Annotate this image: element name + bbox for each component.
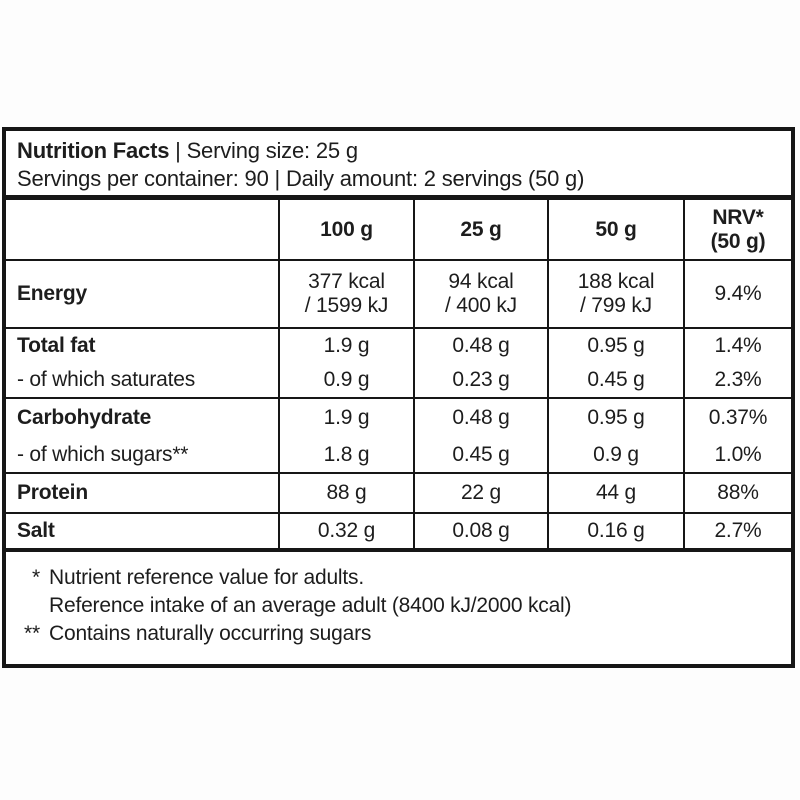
value-nrv: 1.0% bbox=[683, 437, 791, 472]
value-50g: 0.9 g bbox=[547, 437, 683, 472]
value-nrv: 2.7% bbox=[683, 514, 791, 548]
value-50g: 0.45 g bbox=[547, 363, 683, 397]
column-header-row: 100 g 25 g 50 g NRV* (50 g) bbox=[6, 200, 791, 261]
row-label: Salt bbox=[17, 519, 55, 542]
value-100g: 0.32 g bbox=[278, 514, 413, 548]
footnote-text: Contains naturally occurring sugars bbox=[49, 622, 372, 645]
value-100g: 1.8 g bbox=[278, 437, 413, 472]
column-header-25g: 25 g bbox=[413, 200, 547, 259]
nutrition-facts-label: Nutrition Facts | Serving size: 25 g Ser… bbox=[2, 127, 795, 668]
value-50g: 0.95 g bbox=[547, 399, 683, 437]
value-50g: 0.16 g bbox=[547, 514, 683, 548]
serving-size-text: | Serving size: 25 g bbox=[175, 138, 358, 163]
label-title: Nutrition Facts bbox=[17, 138, 170, 163]
value-nrv: 0.37% bbox=[683, 399, 791, 437]
footnotes: * Nutrient reference value for adults. R… bbox=[6, 552, 791, 648]
value-25g: 0.08 g bbox=[413, 514, 547, 548]
column-header-blank bbox=[6, 200, 278, 259]
row-label: Energy bbox=[17, 282, 87, 305]
footnote-sugars: ** Contains naturally occurring sugars bbox=[12, 620, 781, 648]
header-line-2: Servings per container: 90 | Daily amoun… bbox=[17, 166, 585, 191]
header-line-1: Nutrition Facts | Serving size: 25 g bbox=[17, 137, 779, 165]
table-row-saturates: - of which saturates 0.9 g 0.23 g 0.45 g… bbox=[6, 363, 791, 399]
value-50g: 0.95 g bbox=[547, 329, 683, 363]
footnote-text: Nutrient reference value for adults. bbox=[49, 566, 364, 589]
table-row-energy: Energy 377 kcal / 1599 kJ 94 kcal / 400 … bbox=[6, 261, 791, 329]
value-50g: 44 g bbox=[547, 474, 683, 512]
value-25g: 0.23 g bbox=[413, 363, 547, 397]
column-header-50g: 50 g bbox=[547, 200, 683, 259]
table-row-salt: Salt 0.32 g 0.08 g 0.16 g 2.7% bbox=[6, 514, 791, 552]
footnote-marker: * bbox=[32, 566, 40, 589]
row-label: - of which saturates bbox=[17, 368, 196, 391]
footnote-text: Reference intake of an average adult (84… bbox=[49, 594, 572, 617]
row-label: Carbohydrate bbox=[17, 406, 152, 429]
value-100g: 88 g bbox=[278, 474, 413, 512]
column-header-nrv: NRV* (50 g) bbox=[683, 200, 791, 259]
table-row-sugars: - of which sugars** 1.8 g 0.45 g 0.9 g 1… bbox=[6, 437, 791, 474]
value-nrv: 9.4% bbox=[683, 261, 791, 327]
table-row-total-fat: Total fat 1.9 g 0.48 g 0.95 g 1.4% bbox=[6, 329, 791, 363]
table-row-protein: Protein 88 g 22 g 44 g 88% bbox=[6, 474, 791, 514]
table-row-carbohydrate: Carbohydrate 1.9 g 0.48 g 0.95 g 0.37% bbox=[6, 399, 791, 437]
value-25g: 0.48 g bbox=[413, 329, 547, 363]
label-header: Nutrition Facts | Serving size: 25 g Ser… bbox=[6, 131, 791, 200]
value-25g: 0.45 g bbox=[413, 437, 547, 472]
footnote-reference-intake: Reference intake of an average adult (84… bbox=[12, 592, 781, 620]
footnote-marker: ** bbox=[24, 622, 40, 645]
footnote-marker bbox=[12, 592, 40, 620]
value-100g: 1.9 g bbox=[278, 399, 413, 437]
value-nrv: 2.3% bbox=[683, 363, 791, 397]
value-25g: 22 g bbox=[413, 474, 547, 512]
value-50g: 188 kcal / 799 kJ bbox=[547, 261, 683, 327]
value-100g: 0.9 g bbox=[278, 363, 413, 397]
value-100g: 1.9 g bbox=[278, 329, 413, 363]
row-label: - of which sugars** bbox=[17, 442, 189, 466]
row-label: Total fat bbox=[17, 334, 96, 357]
value-nrv: 88% bbox=[683, 474, 791, 512]
value-nrv: 1.4% bbox=[683, 329, 791, 363]
footnote-nrv: * Nutrient reference value for adults. bbox=[12, 564, 781, 592]
value-25g: 94 kcal / 400 kJ bbox=[413, 261, 547, 327]
column-header-100g: 100 g bbox=[278, 200, 413, 259]
row-label: Protein bbox=[17, 481, 88, 504]
value-100g: 377 kcal / 1599 kJ bbox=[278, 261, 413, 327]
value-25g: 0.48 g bbox=[413, 399, 547, 437]
